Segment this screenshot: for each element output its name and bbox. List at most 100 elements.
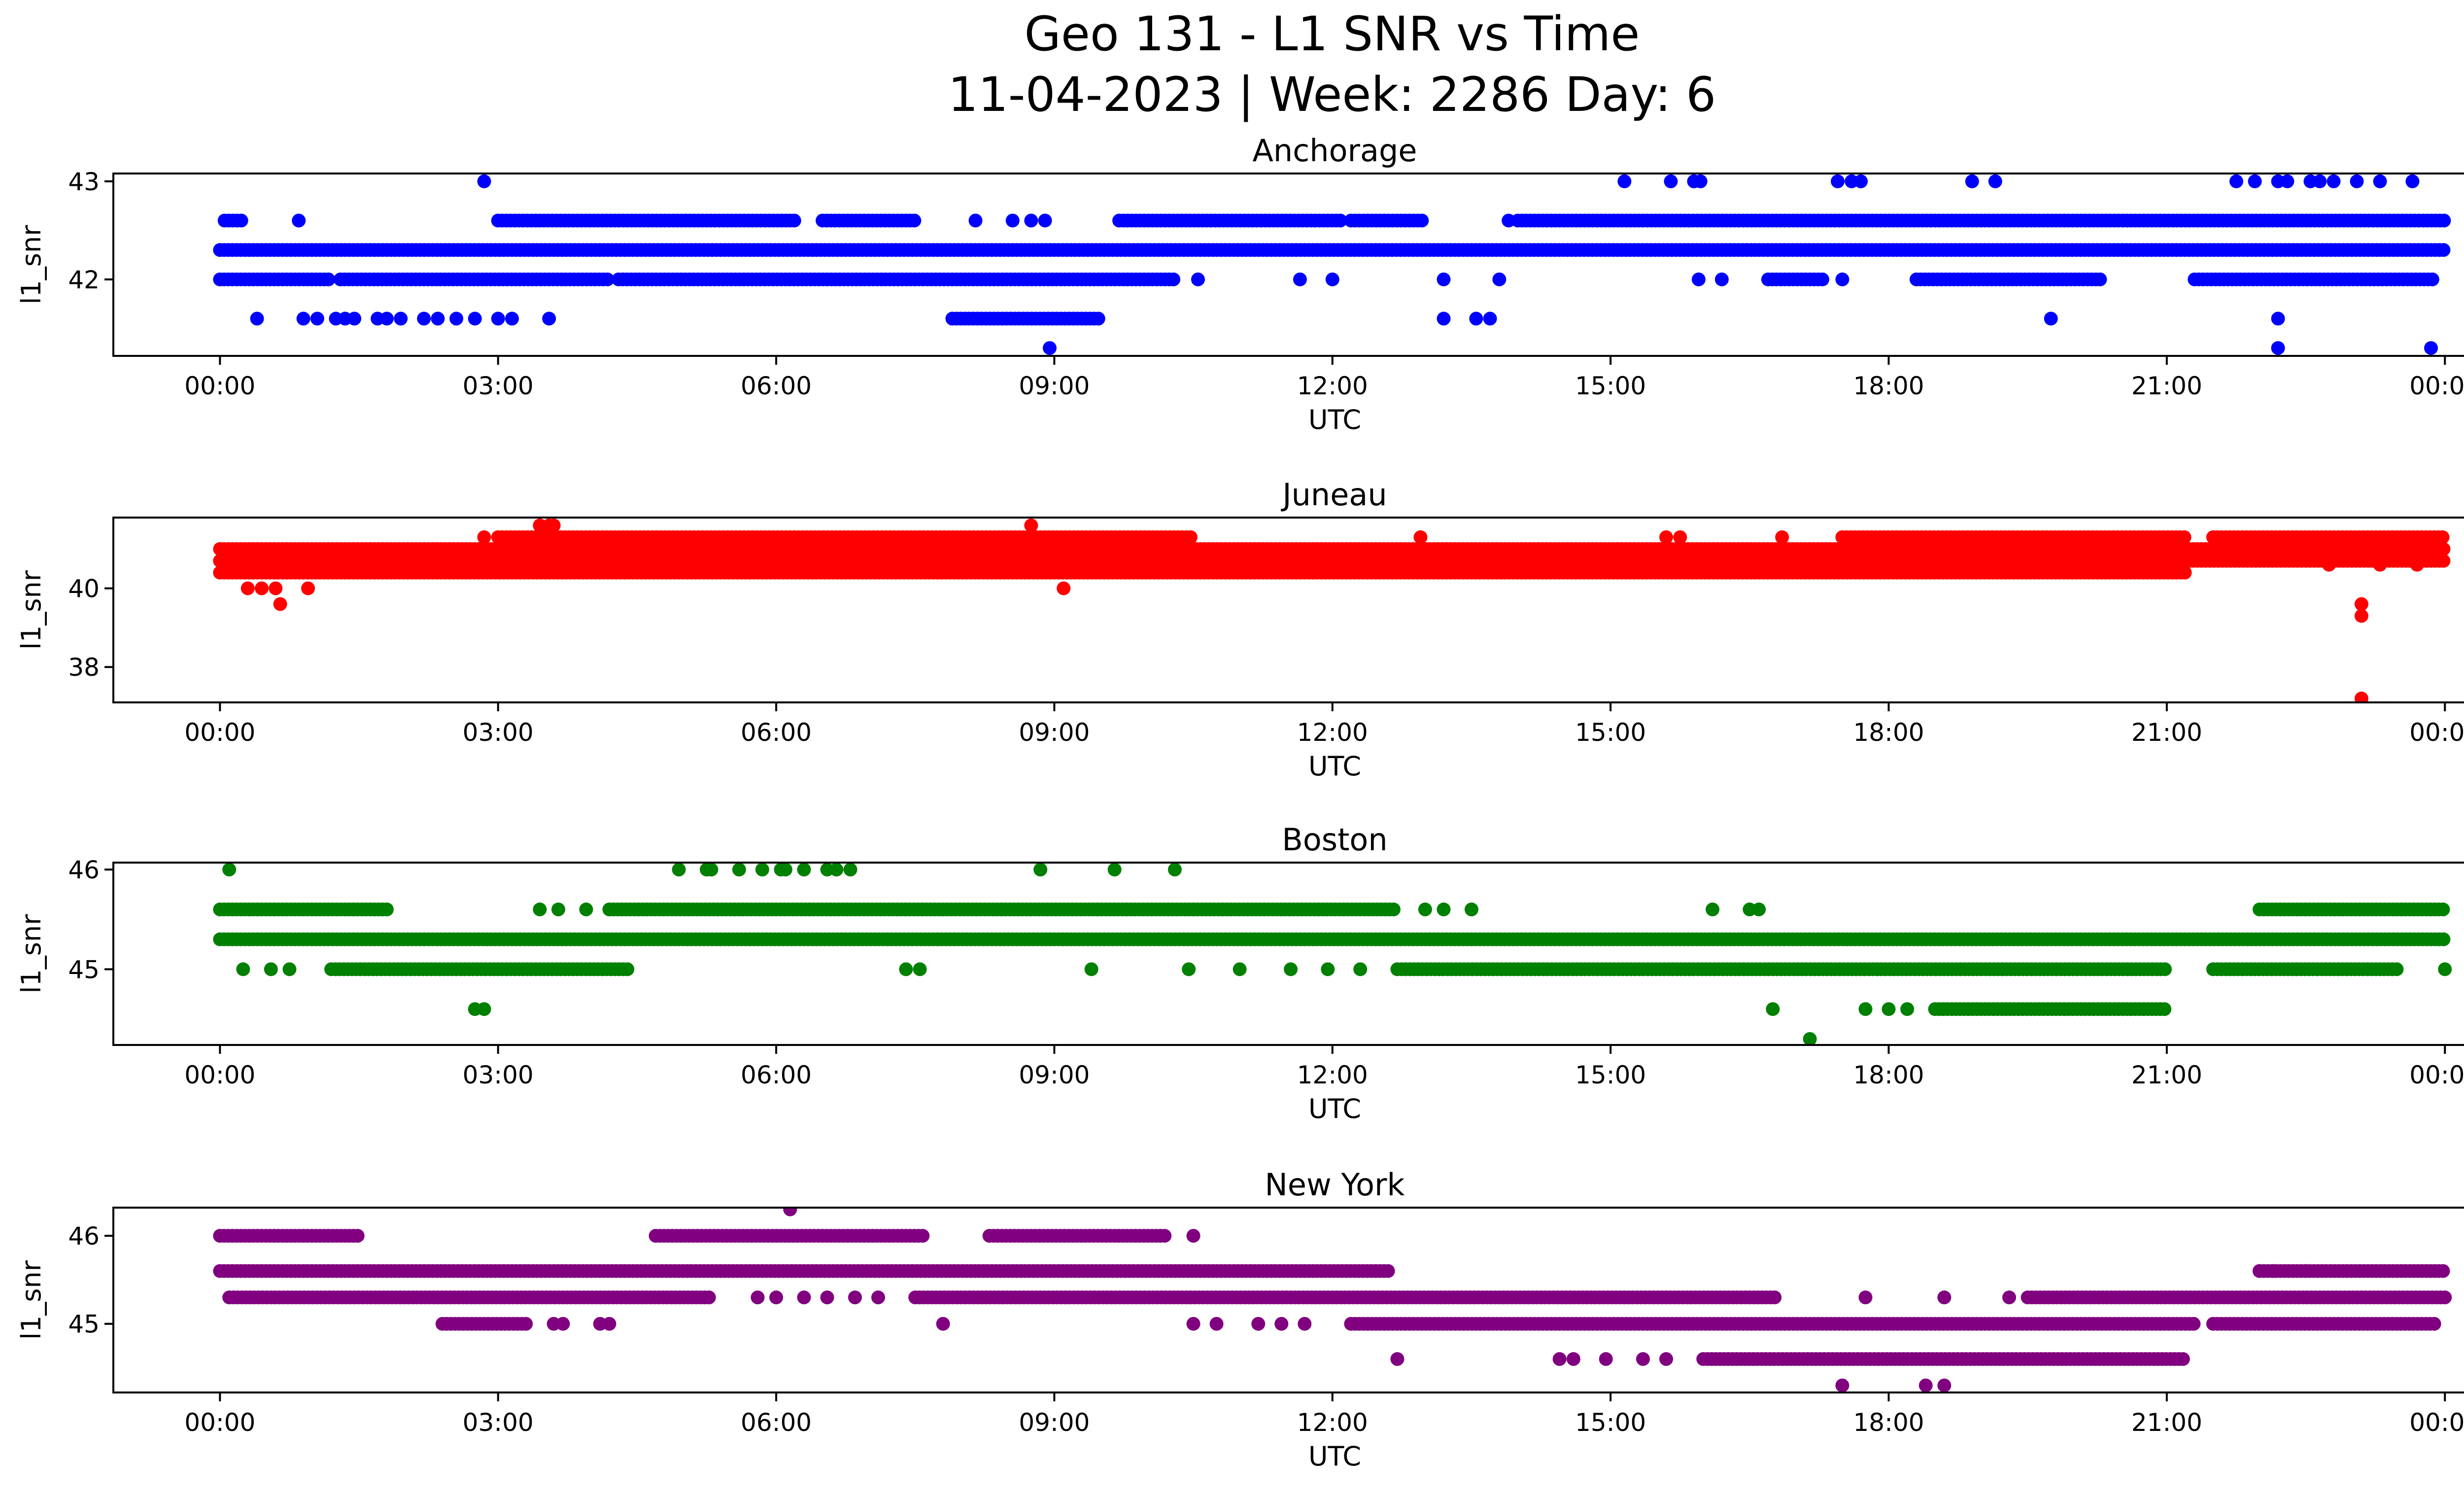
data-point bbox=[2093, 272, 2107, 286]
snr-level-series bbox=[213, 542, 2451, 556]
data-point bbox=[1617, 174, 1632, 188]
data-point bbox=[1766, 1002, 1780, 1016]
y-tick-label: 40 bbox=[68, 575, 100, 603]
data-point bbox=[468, 312, 482, 326]
data-points bbox=[213, 518, 2451, 702]
subplot-title: Juneau bbox=[1280, 477, 1387, 513]
data-point bbox=[533, 903, 547, 917]
data-point bbox=[1033, 863, 1048, 877]
data-point bbox=[2436, 1264, 2450, 1278]
data-point bbox=[2178, 565, 2192, 580]
data-point bbox=[2158, 962, 2172, 976]
data-point bbox=[1775, 530, 1789, 544]
data-point bbox=[1191, 272, 1205, 286]
data-point bbox=[1381, 1264, 1395, 1278]
data-point bbox=[2327, 174, 2341, 188]
x-tick-label: 00:00 bbox=[184, 1061, 255, 1089]
figure-title-line2: 11-04-2023 | Week: 2286 Day: 6 bbox=[948, 67, 1716, 123]
data-point bbox=[899, 962, 913, 976]
snr-level-series bbox=[213, 243, 2451, 257]
data-point bbox=[672, 863, 686, 877]
snr-level-series bbox=[1928, 1002, 2172, 1016]
data-points bbox=[213, 863, 2452, 1045]
data-point bbox=[1325, 272, 1339, 286]
x-axis-label: UTC bbox=[1308, 404, 1361, 435]
y-axis-label: l1_snr bbox=[16, 225, 47, 305]
data-point bbox=[1293, 272, 1307, 286]
data-point bbox=[2229, 174, 2243, 188]
data-point bbox=[1107, 863, 1122, 877]
data-point bbox=[551, 903, 565, 917]
snr-level-series bbox=[945, 312, 1105, 326]
data-point bbox=[1437, 272, 1451, 286]
data-point bbox=[2436, 903, 2450, 917]
data-point bbox=[2424, 341, 2438, 355]
snr-level-series bbox=[213, 272, 2439, 286]
data-point bbox=[1502, 213, 1516, 228]
data-point bbox=[968, 213, 983, 228]
x-tick-label: 00:00 bbox=[184, 718, 255, 747]
data-point bbox=[449, 312, 464, 326]
data-point bbox=[2177, 530, 2191, 544]
subplot-title: Anchorage bbox=[1252, 133, 1417, 169]
data-point bbox=[321, 272, 336, 286]
data-point bbox=[505, 312, 519, 326]
data-point bbox=[2405, 174, 2420, 188]
data-point bbox=[1043, 341, 1057, 355]
data-point bbox=[1005, 213, 1020, 228]
data-point bbox=[2044, 312, 2058, 326]
data-point bbox=[1464, 903, 1478, 917]
x-tick-label: 15:00 bbox=[1575, 372, 1646, 400]
data-point bbox=[702, 1290, 716, 1305]
data-point bbox=[1469, 312, 1483, 326]
x-tick-label: 00:00 bbox=[2409, 1061, 2464, 1089]
data-point bbox=[1691, 272, 1706, 286]
data-point bbox=[301, 581, 315, 595]
snr-level-series bbox=[222, 1290, 2452, 1305]
data-point bbox=[1167, 863, 1182, 877]
data-point bbox=[273, 597, 287, 611]
data-point bbox=[1166, 272, 1181, 286]
data-point bbox=[1284, 962, 1298, 976]
data-point bbox=[1024, 518, 1038, 532]
data-point bbox=[2438, 962, 2452, 976]
data-points bbox=[213, 174, 2451, 355]
data-point bbox=[282, 962, 297, 976]
x-tick-label: 06:00 bbox=[741, 718, 812, 747]
x-tick-label: 12:00 bbox=[1297, 718, 1368, 747]
data-point bbox=[1038, 213, 1052, 228]
data-point bbox=[379, 312, 394, 326]
data-point bbox=[477, 1002, 491, 1016]
data-point bbox=[1693, 174, 1708, 188]
data-point bbox=[1353, 962, 1368, 976]
data-point bbox=[2390, 962, 2404, 976]
data-point bbox=[2322, 557, 2336, 572]
snr-level-series bbox=[213, 903, 2450, 917]
data-point bbox=[310, 312, 324, 326]
data-point bbox=[1413, 530, 1428, 544]
axes-frame bbox=[112, 517, 2464, 703]
x-tick-label: 03:00 bbox=[463, 1061, 534, 1089]
x-tick-label: 00:00 bbox=[2409, 718, 2464, 747]
x-tick-label: 09:00 bbox=[1019, 372, 1090, 400]
data-point bbox=[1831, 174, 1845, 188]
subplot-title: Boston bbox=[1282, 822, 1387, 858]
figure-title-line1: Geo 131 - L1 SNR vs Time bbox=[1025, 6, 1640, 62]
data-point bbox=[431, 312, 445, 326]
data-point bbox=[620, 962, 635, 976]
y-tick-label: 38 bbox=[68, 653, 100, 682]
x-tick-label: 21:00 bbox=[2131, 372, 2202, 400]
data-points bbox=[213, 1208, 2452, 1392]
y-axis-label: l1_snr bbox=[16, 914, 47, 994]
x-tick-label: 09:00 bbox=[1019, 718, 1090, 747]
data-point bbox=[240, 581, 255, 595]
data-point bbox=[1183, 530, 1198, 544]
data-point bbox=[1321, 962, 1335, 976]
data-point bbox=[1706, 903, 1720, 917]
data-point bbox=[236, 962, 250, 976]
data-point bbox=[347, 312, 362, 326]
subplot-title: New York bbox=[1265, 1167, 1405, 1203]
